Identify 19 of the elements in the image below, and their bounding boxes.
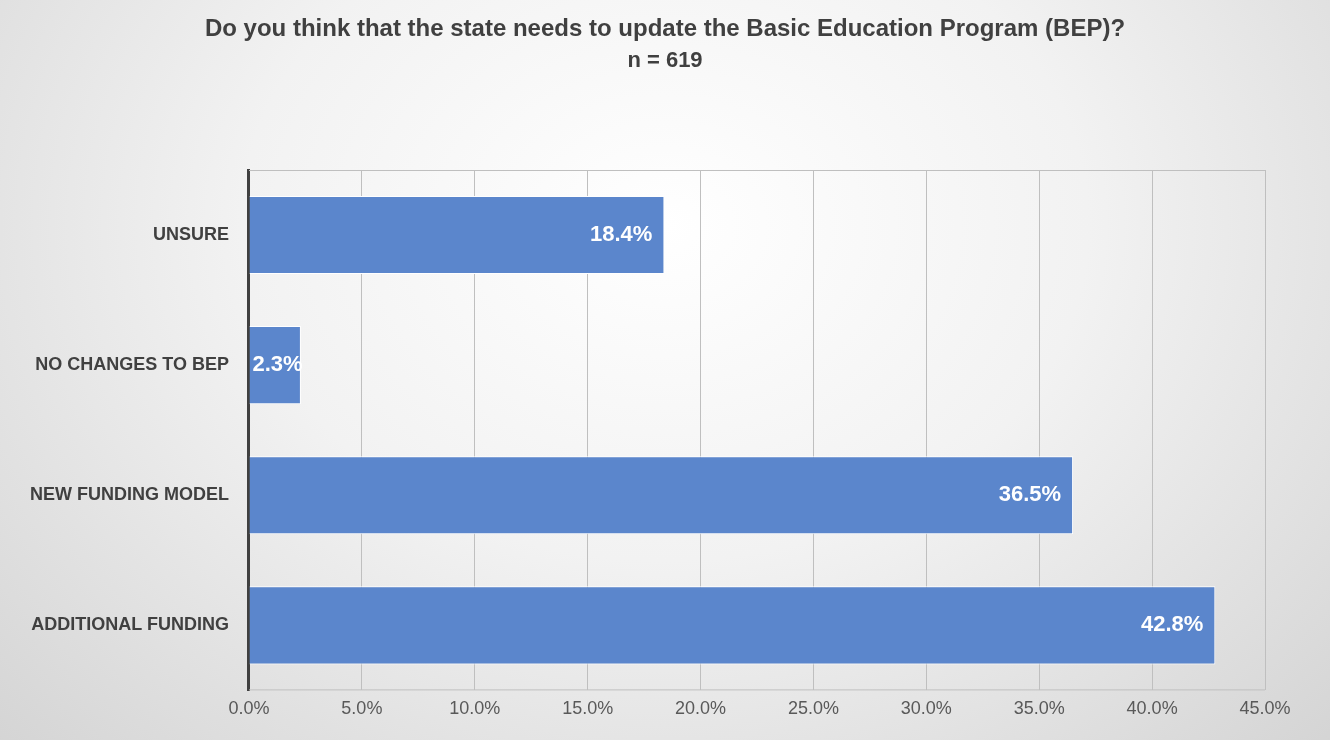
x-tick-label: 15.0%	[562, 698, 614, 719]
x-tick-label: 5.0%	[341, 698, 383, 719]
x-tick-label: 10.0%	[449, 698, 501, 719]
x-tick-label: 25.0%	[787, 698, 839, 719]
x-tick-label: 0.0%	[228, 698, 270, 719]
data-label: 36.5%	[998, 481, 1062, 507]
x-tick-label: 30.0%	[900, 698, 952, 719]
data-label: 42.8%	[1140, 611, 1204, 637]
data-label: 18.4%	[590, 221, 653, 247]
x-tick-label: 40.0%	[1126, 698, 1178, 719]
y-tick-label: NEW FUNDING MODEL	[30, 484, 229, 505]
y-tick-label: ADDITIONAL FUNDING	[31, 614, 229, 635]
x-tick-label: 35.0%	[1013, 698, 1065, 719]
y-tick-label: UNSURE	[152, 224, 229, 245]
x-tick-label: 20.0%	[675, 698, 727, 719]
y-tick-label: NO CHANGES TO BEP	[35, 354, 229, 375]
x-tick-label: 45.0%	[1239, 698, 1291, 719]
chart-subtitle: n = 619	[626, 46, 704, 74]
chart-title: Do you think that the state needs to update the Basic Education Program (BEP)?	[203, 13, 1127, 43]
